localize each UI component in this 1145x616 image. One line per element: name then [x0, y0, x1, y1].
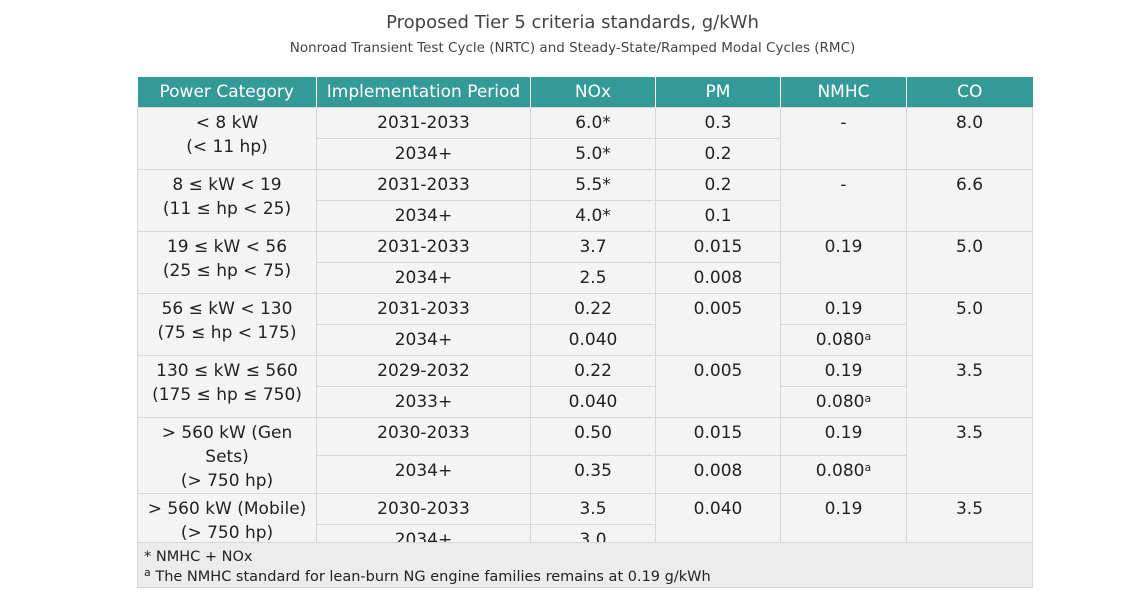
- power-category-cell: 19 ≤ kW < 56 (25 ≤ hp < 75): [137, 231, 317, 294]
- table-row: 2034+ 5.0* 0.2: [138, 138, 1033, 170]
- nox-cell: 4.0*: [530, 200, 656, 232]
- nox-cell: 0.22: [530, 293, 656, 325]
- power-category-cell: < 8 kW (< 11 hp): [137, 107, 317, 170]
- period-cell: 2034+: [316, 324, 531, 356]
- co-cell: 3.5: [906, 417, 1033, 494]
- table-row: 8 ≤ kW < 19 (11 ≤ hp < 25) 2031-2033 5.5*…: [137, 169, 1033, 232]
- period-cell: 2034+: [316, 200, 531, 232]
- pm-cell: 0.2: [655, 138, 781, 170]
- nox-cell: 3.5: [530, 493, 656, 525]
- header-co: CO: [906, 77, 1033, 108]
- footnote-a-mark: a: [864, 461, 872, 474]
- nmhc-cell: 0.080a: [780, 386, 907, 418]
- footnote-a-mark: a: [864, 330, 872, 343]
- period-cell: 2031-2033: [316, 231, 531, 263]
- period-cell: 2033+: [316, 386, 531, 418]
- pm-cell: 0.2: [655, 169, 781, 201]
- header-power-category: Power Category: [137, 77, 317, 108]
- co-cell: 6.6: [906, 169, 1033, 232]
- nox-cell: 3.7: [530, 231, 656, 263]
- standards-table: Power Category Implementation Period NOx…: [137, 77, 1033, 556]
- period-cell: 2030-2033: [316, 417, 531, 456]
- power-category-cell: > 560 kW (Gen Sets) (> 750 hp): [137, 417, 317, 494]
- pm-cell: 0.008: [655, 455, 781, 494]
- co-cell: 8.0: [906, 107, 1033, 170]
- footnotes: * NMHC + NOx a The NMHC standard for lea…: [137, 542, 1033, 588]
- period-cell: 2029-2032: [316, 355, 531, 387]
- period-cell: 2034+: [316, 455, 531, 494]
- table-row: 19 ≤ kW < 56 (25 ≤ hp < 75) 2031-2033 3.7…: [137, 231, 1033, 294]
- nox-cell: 5.5*: [530, 169, 656, 201]
- nox-cell: 0.040: [530, 386, 656, 418]
- header-implementation-period: Implementation Period: [316, 77, 531, 108]
- pm-cell: 0.015: [655, 231, 781, 263]
- table-row: 130 ≤ kW ≤ 560 (175 ≤ hp ≤ 750) 2029-2032…: [137, 355, 1033, 418]
- table-row: < 8 kW (< 11 hp) 2031-2033 6.0* 0.3 - 8.0: [137, 107, 1033, 170]
- footnote-a: a The NMHC standard for lean-burn NG eng…: [144, 567, 1032, 587]
- table-row: 2034+ 0.040 0.080a: [138, 324, 1033, 356]
- table-title: Proposed Tier 5 criteria standards, g/kW…: [386, 12, 759, 33]
- nmhc-cell: 0.080a: [780, 324, 907, 356]
- nox-cell: 0.040: [530, 324, 656, 356]
- power-category-cell: 130 ≤ kW ≤ 560 (175 ≤ hp ≤ 750): [137, 355, 317, 418]
- power-category-cell: 56 ≤ kW < 130 (75 ≤ hp < 175): [137, 293, 317, 356]
- table-row: 56 ≤ kW < 130 (75 ≤ hp < 175) 2031-2033 0…: [137, 293, 1033, 356]
- pm-cell: 0.015: [655, 417, 781, 456]
- period-cell: 2030-2033: [316, 493, 531, 525]
- pm-cell: 0.005: [655, 293, 781, 356]
- nmhc-cell: -: [780, 169, 907, 232]
- period-cell: 2031-2033: [316, 293, 531, 325]
- nmhc-cell: 0.19: [780, 417, 907, 456]
- period-cell: 2031-2033: [316, 107, 531, 139]
- power-category-cell: 8 ≤ kW < 19 (11 ≤ hp < 25): [137, 169, 317, 232]
- table-row: > 560 kW (Gen Sets) (> 750 hp) 2030-2033 …: [137, 417, 1033, 494]
- nox-cell: 0.22: [530, 355, 656, 387]
- pm-cell: 0.1: [655, 200, 781, 232]
- table-row: 2034+ 4.0* 0.1: [138, 200, 1033, 232]
- nmhc-cell: 0.19: [780, 293, 907, 325]
- period-cell: 2031-2033: [316, 169, 531, 201]
- period-cell: 2034+: [316, 262, 531, 294]
- table-row: 2033+ 0.040 0.080a: [138, 386, 1033, 418]
- pm-cell: 0.005: [655, 355, 781, 418]
- header-nox: NOx: [530, 77, 656, 108]
- footnote-a-text: The NMHC standard for lean-burn NG engin…: [155, 569, 711, 585]
- nox-cell: 0.35: [530, 455, 656, 494]
- nmhc-cell: 0.080a: [780, 455, 907, 494]
- table-row: > 560 kW (Mobile) (> 750 hp) 2030-2033 3.…: [137, 493, 1033, 556]
- nox-cell: 0.50: [530, 417, 656, 456]
- footnote-a-mark: a: [864, 392, 872, 405]
- pm-cell: 0.008: [655, 262, 781, 294]
- header-nmhc: NMHC: [780, 77, 907, 108]
- nox-cell: 2.5: [530, 262, 656, 294]
- nmhc-cell: 0.19: [780, 355, 907, 387]
- header-row: Power Category Implementation Period NOx…: [137, 77, 1033, 108]
- co-cell: 3.5: [906, 355, 1033, 418]
- co-cell: 5.0: [906, 231, 1033, 294]
- co-cell: 5.0: [906, 293, 1033, 356]
- table-row: 2034+ 2.5 0.008: [138, 262, 1033, 294]
- nmhc-cell: 0.19: [780, 231, 907, 294]
- period-cell: 2034+: [316, 138, 531, 170]
- footnote-star: * NMHC + NOx: [144, 549, 253, 565]
- nmhc-cell: -: [780, 107, 907, 170]
- nox-cell: 5.0*: [530, 138, 656, 170]
- nox-cell: 6.0*: [530, 107, 656, 139]
- pm-cell: 0.3: [655, 107, 781, 139]
- table-subtitle: Nonroad Transient Test Cycle (NRTC) and …: [289, 40, 856, 56]
- footnote-a-mark: a: [144, 566, 151, 579]
- header-pm: PM: [655, 77, 781, 108]
